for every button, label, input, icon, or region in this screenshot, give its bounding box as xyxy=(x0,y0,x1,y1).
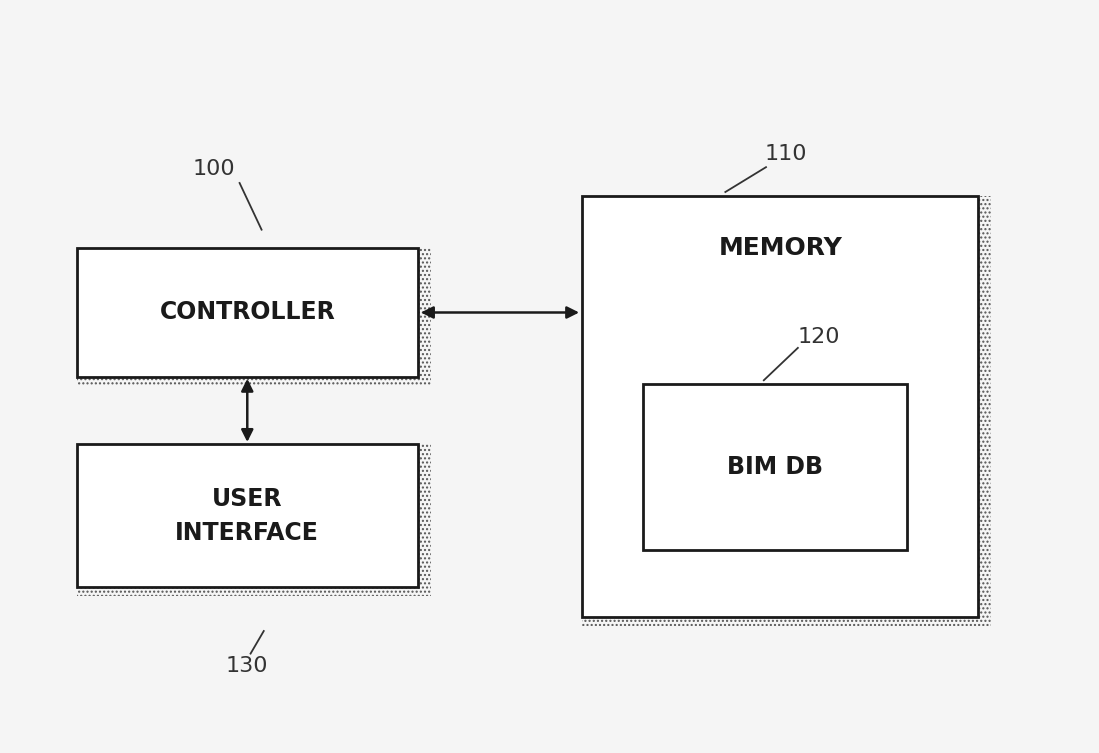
Text: 120: 120 xyxy=(798,327,840,346)
Bar xyxy=(418,248,431,386)
Bar xyxy=(582,617,978,626)
Bar xyxy=(77,376,418,386)
Text: CONTROLLER: CONTROLLER xyxy=(159,300,335,325)
Bar xyxy=(77,587,418,596)
Bar xyxy=(77,248,418,376)
Bar xyxy=(418,444,431,596)
Text: USER
INTERFACE: USER INTERFACE xyxy=(176,487,319,544)
Text: MEMORY: MEMORY xyxy=(719,236,842,261)
Text: 100: 100 xyxy=(193,160,235,179)
Bar xyxy=(643,384,907,550)
Bar xyxy=(582,196,978,617)
Text: BIM DB: BIM DB xyxy=(726,455,823,479)
Bar xyxy=(978,196,991,626)
Text: 110: 110 xyxy=(765,145,807,164)
Bar xyxy=(77,444,418,587)
Text: 130: 130 xyxy=(226,657,268,676)
